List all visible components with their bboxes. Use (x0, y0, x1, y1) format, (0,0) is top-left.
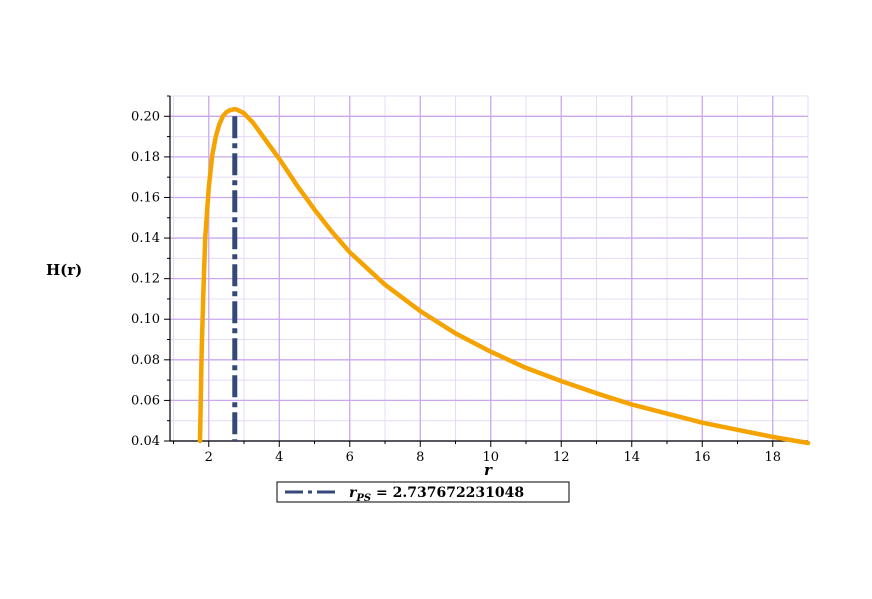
legend-label-main: r (349, 485, 358, 501)
x-tick-label: 10 (482, 450, 499, 465)
grid (170, 95, 809, 442)
x-tick-labels: 2 4 6 8 10 12 14 16 18 (205, 450, 781, 465)
x-tick-label: 2 (205, 450, 213, 465)
x-tick-label: 18 (764, 450, 781, 465)
y-tick-label: 0.06 (131, 393, 160, 408)
y-tick-label: 0.12 (131, 272, 160, 287)
y-tick-label: 0.18 (131, 150, 160, 165)
legend-label-sub: PS (355, 493, 371, 504)
series-line-h (197, 106, 811, 446)
y-tick-label: 0.08 (131, 353, 160, 368)
x-axis-label: r (484, 461, 493, 479)
series (197, 106, 811, 446)
x-tick-label: 6 (346, 450, 354, 465)
axes (164, 95, 809, 447)
x-tick-label: 4 (275, 450, 283, 465)
y-tick-label: 0.20 (131, 109, 160, 124)
x-tick-label: 12 (553, 450, 570, 465)
legend-label: rPS = 2.737672231048 (349, 485, 524, 504)
y-axis-label: H(r) (46, 261, 82, 279)
legend-label-rest: = 2.737672231048 (371, 485, 524, 501)
y-tick-label: 0.14 (131, 231, 160, 246)
y-tick-labels: 0.04 0.06 0.08 0.10 0.12 0.14 0.16 0.18 0.20 (131, 109, 160, 449)
x-tick-label: 14 (623, 450, 640, 465)
y-tick-label: 0.04 (131, 434, 160, 449)
y-tick-label: 0.16 (131, 190, 160, 205)
x-tick-label: 16 (694, 450, 711, 465)
y-tick-label: 0.10 (131, 312, 160, 327)
legend-box (276, 481, 570, 503)
legend: rPS = 2.737672231048 (276, 481, 570, 504)
x-tick-label: 8 (416, 450, 424, 465)
